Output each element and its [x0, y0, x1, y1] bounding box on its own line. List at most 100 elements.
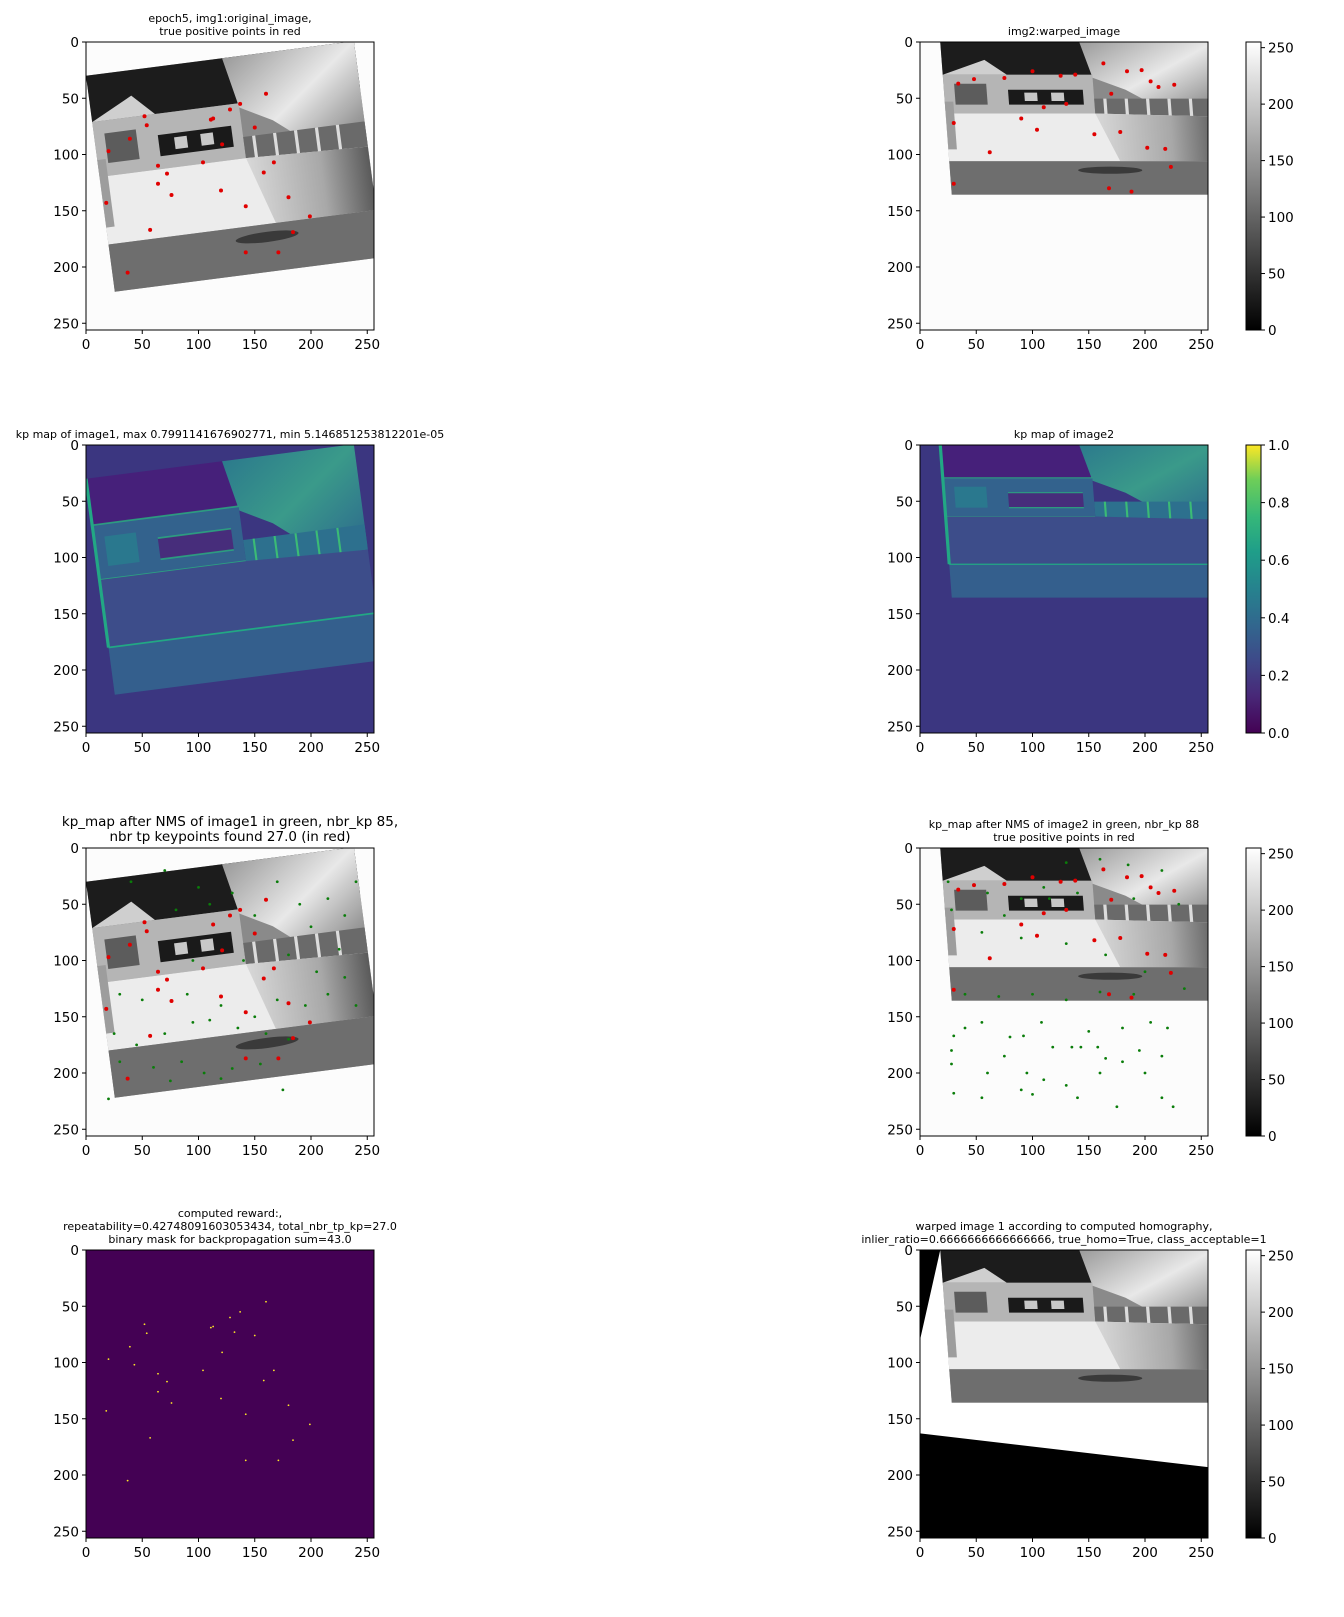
red-keypoint: [1118, 936, 1123, 940]
panel-p2: 0 50 100 150 200 250050100150200250img2:warpe…: [887, 25, 1294, 353]
red-keypoint: [1041, 105, 1046, 110]
green-keypoint: [275, 998, 279, 1002]
green-keypoint: [118, 992, 122, 996]
colorbar-tick-label: 150: [1268, 1362, 1294, 1378]
green-keypoint: [1076, 891, 1079, 895]
y-tick-label: 100: [887, 1356, 913, 1372]
green-keypoint: [950, 1062, 953, 1066]
mask-pixel: [133, 1363, 136, 1366]
green-keypoint: [354, 880, 358, 884]
x-tick-label: 50: [968, 1143, 985, 1159]
mask-pixel: [308, 1423, 311, 1426]
green-keypoint: [1064, 1083, 1068, 1087]
red-keypoint: [956, 81, 961, 86]
axes-frame: [85, 847, 375, 1137]
colorbar: 0 50 100 150 200 250: [1245, 847, 1294, 1145]
mask-pixel: [149, 1436, 152, 1439]
image-p4: [920, 445, 1225, 733]
red-keypoint: [1019, 922, 1024, 927]
colorbar-gradient: [1245, 847, 1262, 1137]
red-keypoint: [291, 1036, 295, 1041]
red-keypoint: [307, 214, 312, 219]
green-keypoint: [1115, 1105, 1119, 1109]
red-keypoint: [1109, 91, 1114, 96]
red-keypoint: [1035, 933, 1039, 938]
x-tick-label: 0: [82, 337, 91, 353]
mask-pixel: [107, 1358, 110, 1361]
red-keypoint: [1019, 116, 1024, 121]
colorbar-tick-label: 50: [1268, 1073, 1285, 1089]
x-tick-label: 50: [134, 1143, 151, 1159]
green-keypoint: [1096, 1045, 1100, 1049]
green-keypoint: [236, 1026, 240, 1030]
green-keypoint: [1087, 1029, 1091, 1033]
x-tick-label: 100: [1020, 740, 1046, 756]
red-keypoint: [1092, 938, 1097, 943]
x-tick-label: 200: [298, 1545, 324, 1561]
x-tick-label: 250: [354, 740, 380, 756]
red-keypoint: [156, 969, 160, 974]
red-keypoint: [219, 994, 223, 999]
x-tick-label: 100: [186, 740, 212, 756]
green-keypoint: [287, 1037, 290, 1041]
mask-pixel: [212, 1325, 215, 1328]
green-keypoint: [275, 880, 279, 884]
red-keypoint: [286, 195, 291, 200]
colorbar-tick-label: 50: [1268, 1475, 1285, 1491]
green-keypoint: [253, 914, 257, 917]
green-keypoint: [1031, 992, 1034, 996]
y-tick-label: 150: [887, 1412, 913, 1428]
green-keypoint: [1177, 902, 1181, 906]
colorbar-tick-label: 150: [1268, 960, 1294, 976]
green-keypoint: [230, 891, 234, 895]
mask-pixel: [145, 1332, 148, 1335]
mask-pixel: [126, 1479, 129, 1482]
panel-title: warped image 1 according to computed hom…: [915, 1220, 1212, 1233]
red-keypoint: [156, 181, 160, 186]
red-keypoint: [104, 1006, 109, 1011]
green-keypoint: [315, 970, 319, 974]
green-keypoint: [191, 959, 195, 962]
x-tick-label: 200: [298, 740, 324, 756]
red-keypoint: [144, 929, 149, 934]
x-tick-label: 200: [1132, 740, 1158, 756]
mask-pixel: [143, 1323, 146, 1326]
red-keypoint: [1129, 189, 1134, 194]
colorbar-tick-label: 200: [1268, 1305, 1294, 1321]
green-keypoint: [107, 1097, 110, 1101]
y-tick-label: 0: [904, 35, 913, 51]
y-tick-label: 200: [53, 663, 79, 679]
x-tick-label: 0: [916, 740, 925, 756]
red-keypoint: [238, 101, 243, 106]
panel-title: kp_map after NMS of image1 in green, nbr…: [62, 814, 398, 830]
x-tick-label: 150: [1076, 1545, 1102, 1561]
red-keypoint: [1156, 85, 1161, 89]
red-keypoint: [252, 931, 257, 936]
red-keypoint: [987, 956, 992, 961]
y-tick-label: 150: [887, 1010, 913, 1026]
red-keypoint: [228, 913, 232, 918]
colorbar-tick-label: 200: [1268, 903, 1294, 919]
red-keypoint: [106, 149, 111, 154]
green-keypoint: [129, 880, 133, 884]
image-p5: [86, 847, 383, 1136]
green-keypoint: [952, 1034, 956, 1038]
mask-pixel: [277, 1459, 280, 1462]
x-tick-label: 50: [968, 337, 985, 353]
green-keypoint: [1019, 1088, 1023, 1092]
red-keypoint: [243, 204, 248, 209]
green-keypoint: [946, 880, 950, 884]
green-keypoint: [258, 1062, 262, 1066]
green-keypoint: [952, 1091, 956, 1095]
red-keypoint: [1172, 888, 1177, 893]
green-keypoint: [1160, 869, 1164, 872]
red-keypoint: [307, 1020, 312, 1025]
y-tick-label: 0: [904, 438, 913, 454]
green-keypoint: [1182, 987, 1186, 991]
colorbar-gradient: [1245, 1249, 1262, 1539]
red-keypoint: [106, 955, 111, 960]
red-keypoint: [1145, 951, 1150, 956]
y-tick-label: 200: [887, 663, 913, 679]
